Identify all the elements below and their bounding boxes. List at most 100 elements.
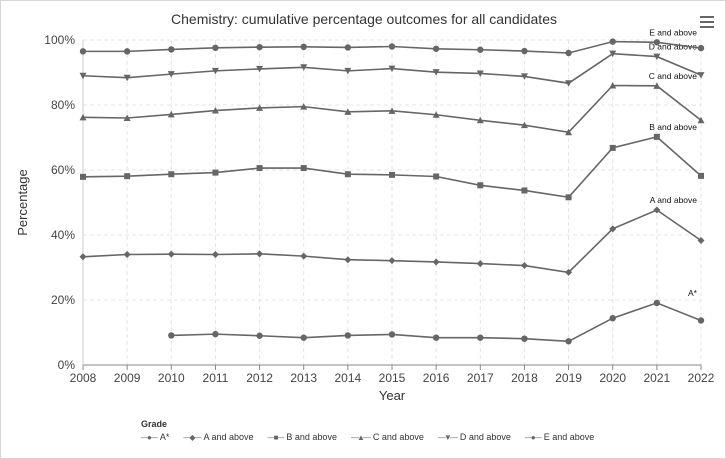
data-point-b-and-above <box>124 173 131 180</box>
data-point-b-and-above <box>256 165 263 172</box>
data-point-e-and-above <box>565 49 572 57</box>
data-point-d-and-above <box>167 71 175 78</box>
data-point-a-and-above <box>344 256 352 264</box>
data-point-a-and-above <box>432 258 440 266</box>
data-point-a-star <box>212 330 219 338</box>
data-point-e-and-above <box>521 47 528 55</box>
data-point-c-and-above <box>520 121 528 129</box>
data-point-c-and-above <box>609 82 617 89</box>
legend-marker-icon: —▼— <box>437 432 458 442</box>
data-point-a-star <box>256 332 263 339</box>
x-tick-label: 2011 <box>203 371 229 385</box>
hamburger-menu-icon[interactable] <box>700 16 714 28</box>
data-point-d-and-above <box>344 67 352 75</box>
y-tick-label: 40% <box>51 228 75 242</box>
data-point-a-and-above <box>300 252 308 260</box>
legend-label: E and above <box>543 432 595 442</box>
data-point-a-and-above <box>697 237 705 245</box>
legend-label: A* <box>159 432 170 442</box>
legend-marker-icon: —■— <box>267 432 285 442</box>
data-point-a-star <box>300 334 307 341</box>
data-point-e-and-above <box>123 48 131 55</box>
data-point-b-and-above <box>212 169 219 176</box>
x-tick-label: 2021 <box>644 371 671 385</box>
series-end-label: B and above <box>649 122 697 132</box>
data-point-a-star <box>432 334 440 341</box>
x-tick-label: 2019 <box>555 371 582 385</box>
data-point-d-and-above <box>300 64 308 71</box>
legend-marker-icon: —◆— <box>183 432 201 442</box>
data-point-d-and-above <box>653 53 661 61</box>
legend-items: —●— A* —◆— A and above —■— B and above —▲— C an… <box>141 432 594 442</box>
chart-title: Chemistry: cumulative percentage outcome… <box>171 11 557 27</box>
x-tick-label: 2013 <box>290 371 317 385</box>
data-point-b-and-above <box>477 182 484 189</box>
data-point-c-and-above <box>79 113 87 121</box>
series-end-label: A and above <box>650 195 698 205</box>
x-tick-label: 2017 <box>467 371 494 385</box>
data-point-e-and-above <box>653 39 661 46</box>
data-point-d-and-above <box>476 70 484 77</box>
data-point-a-star <box>344 332 352 339</box>
data-point-d-and-above <box>123 74 131 82</box>
legend-item[interactable]: —▼— D and above <box>438 432 511 442</box>
data-point-b-and-above <box>565 194 572 201</box>
data-point-d-and-above <box>79 72 87 80</box>
series-end-label: A* <box>688 288 698 298</box>
data-point-e-and-above <box>256 43 263 51</box>
data-point-a-star <box>168 332 175 339</box>
x-tick-label: 2009 <box>114 371 141 385</box>
data-point-c-and-above <box>388 107 396 114</box>
data-point-a-star <box>388 331 396 338</box>
data-point-d-and-above <box>256 65 264 73</box>
y-tick-label: 80% <box>51 98 75 112</box>
data-point-a-and-above <box>520 262 528 270</box>
legend-item[interactable]: —■— B and above <box>268 432 337 442</box>
data-point-a-and-above <box>79 253 87 261</box>
legend-item[interactable]: —▲— C and above <box>351 432 424 442</box>
legend-title: Grade <box>141 419 168 429</box>
x-tick-label: 2008 <box>70 371 97 385</box>
data-point-a-star <box>697 317 705 324</box>
data-point-c-and-above <box>476 116 484 124</box>
y-axis-title: Percentage <box>15 169 30 236</box>
data-point-c-and-above <box>167 110 175 118</box>
data-point-d-and-above <box>565 80 573 87</box>
data-point-a-and-above <box>609 225 617 233</box>
line-chart: 0% 20% 40% 60% 80% 100% 2008 2009 2010 2011 2012 20… <box>15 26 715 403</box>
data-point-d-and-above <box>388 65 396 73</box>
data-point-e-and-above <box>212 44 219 51</box>
data-point-a-star <box>653 299 661 307</box>
x-tick-label: 2010 <box>158 371 185 385</box>
data-point-a-and-above <box>256 250 264 258</box>
legend-item[interactable]: —●— E and above <box>525 432 594 442</box>
x-tick-label: 2020 <box>599 371 626 385</box>
data-point-b-and-above <box>389 171 395 178</box>
data-point-a-star <box>477 334 484 341</box>
legend-item[interactable]: —●— A* <box>141 432 169 442</box>
data-point-d-and-above <box>520 73 528 80</box>
data-point-c-and-above <box>697 116 705 124</box>
y-tick-label: 100% <box>44 33 75 47</box>
legend-label: B and above <box>286 432 337 442</box>
data-point-e-and-above <box>609 38 616 45</box>
data-point-d-and-above <box>697 72 705 79</box>
data-point-b-and-above <box>344 171 351 178</box>
legend-item[interactable]: —◆— A and above <box>183 432 253 442</box>
x-tick-label: 2015 <box>379 371 406 385</box>
data-point-b-and-above <box>653 133 660 140</box>
data-point-c-and-above <box>565 128 573 136</box>
data-point-a-star <box>521 335 528 342</box>
data-point-b-and-above <box>300 165 307 172</box>
data-point-b-and-above <box>168 171 175 178</box>
data-point-e-and-above <box>432 45 440 52</box>
x-tick-label: 2016 <box>423 371 450 385</box>
data-point-b-and-above <box>433 173 440 180</box>
data-point-a-and-above <box>123 251 131 258</box>
x-tick-label: 2014 <box>335 371 362 385</box>
data-point-c-and-above <box>653 82 661 89</box>
series-end-label: C and above <box>649 71 697 81</box>
legend-label: C and above <box>372 432 424 442</box>
data-point-c-and-above <box>123 114 131 121</box>
